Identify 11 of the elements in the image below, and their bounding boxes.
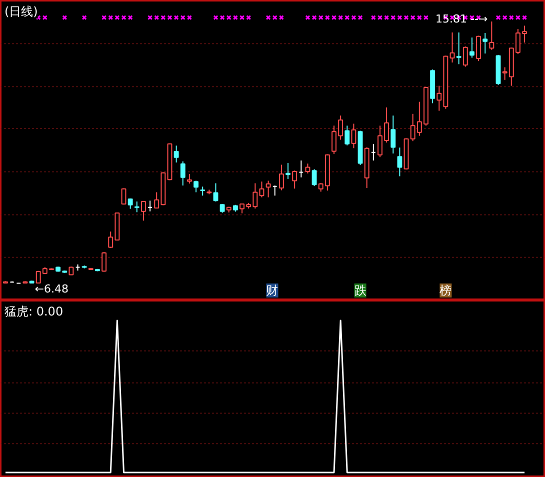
- annotation: ←6.48: [34, 282, 68, 296]
- chart-title: (日线): [4, 4, 38, 18]
- annotation: 榜: [440, 284, 452, 298]
- chart-title: 猛虎: 0.00: [4, 304, 64, 318]
- candlestick: [266, 180, 271, 198]
- annotation: 15.81 --→: [436, 12, 488, 26]
- annotation: 跌: [354, 284, 366, 298]
- candlestick: [200, 186, 206, 196]
- annotation: 财: [266, 284, 278, 298]
- candlestick: [174, 145, 179, 163]
- candlestick: [397, 147, 402, 177]
